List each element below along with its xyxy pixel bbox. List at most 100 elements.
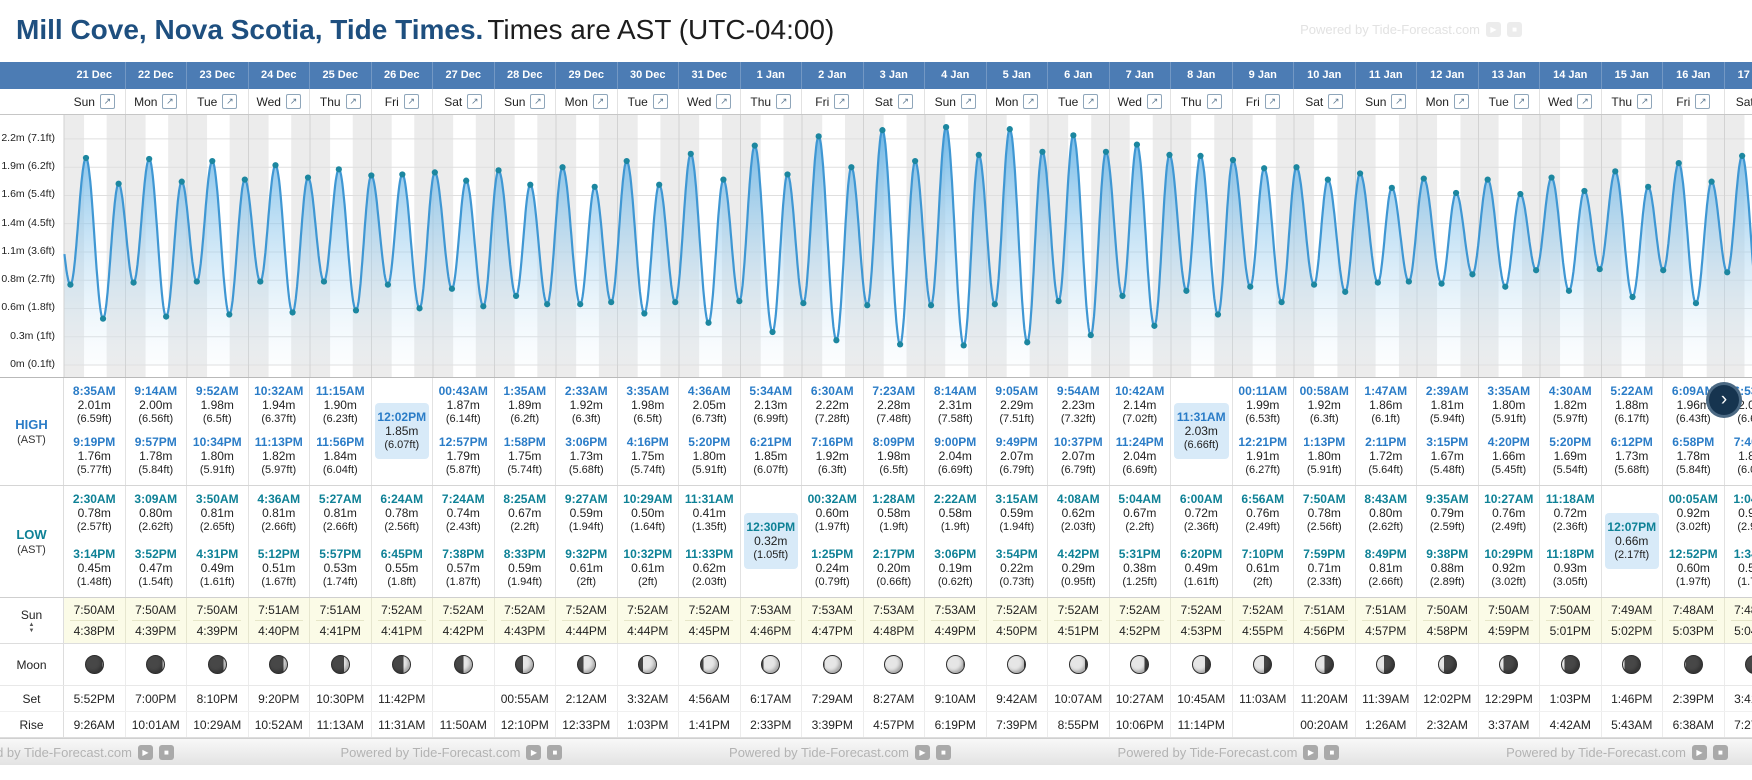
- expand-day-icon[interactable]: ↗: [897, 94, 913, 109]
- dow-cell[interactable]: Tue ↗: [618, 89, 679, 114]
- expand-day-icon[interactable]: ↗: [530, 94, 546, 109]
- dow-cell[interactable]: Wed ↗: [679, 89, 741, 114]
- social-icon[interactable]: ■: [1507, 22, 1522, 37]
- dow-cell[interactable]: Sat↗: [864, 89, 925, 114]
- dow-cell[interactable]: Tue ↗: [187, 89, 249, 114]
- expand-day-icon[interactable]: ↗: [1513, 94, 1529, 109]
- social-icon[interactable]: ▶: [1691, 744, 1707, 760]
- dow-cell[interactable]: Sat↗: [1725, 89, 1752, 114]
- dow-cell[interactable]: Fri ↗: [372, 89, 433, 114]
- expand-day-icon[interactable]: ↗: [99, 94, 115, 109]
- expand-day-icon[interactable]: ↗: [1023, 94, 1039, 109]
- expand-day-icon[interactable]: ↗: [222, 94, 238, 109]
- social-icon[interactable]: ▶: [914, 744, 930, 760]
- social-icon[interactable]: ■: [1712, 744, 1728, 760]
- moon-cell: [64, 644, 126, 685]
- dow-cell[interactable]: Tue ↗: [1479, 89, 1540, 114]
- social-icon[interactable]: ▶: [526, 744, 542, 760]
- scroll-next-button[interactable]: ›: [1706, 382, 1742, 418]
- dow-cell[interactable]: Fri ↗: [1663, 89, 1725, 114]
- social-icon[interactable]: ■: [935, 744, 951, 760]
- tide-time: 8:49PM: [1364, 547, 1407, 561]
- tide-time: 11:18PM: [1546, 547, 1595, 561]
- high-tide-entry: 1:35AM 1.89m (6.2ft): [495, 384, 556, 426]
- tide-time: 3:15AM: [995, 492, 1039, 506]
- sun-cell: 7:50AM 4:39PM: [125, 598, 187, 643]
- tide-time: 8:25AM: [503, 492, 547, 506]
- dow-cell[interactable]: Wed ↗: [249, 89, 310, 114]
- low-tide-entry: 3:06PM 0.19m (0.62ft): [925, 547, 986, 589]
- moonrise-time: 3:39PM: [802, 712, 864, 737]
- dow-cell[interactable]: Fri ↗: [802, 89, 864, 114]
- dow-cell[interactable]: Thu ↗: [1171, 89, 1233, 114]
- dow-cell[interactable]: Thu ↗: [741, 89, 802, 114]
- social-icon[interactable]: ■: [158, 744, 174, 760]
- expand-day-icon[interactable]: ↗: [345, 94, 361, 109]
- expand-day-icon[interactable]: ↗: [1695, 94, 1711, 109]
- moonset-time: 10:27AM: [1110, 686, 1171, 711]
- high-cell: 00:11AM 1.99m (6.53ft) 12:21PM 1.91m (6.27ft): [1233, 378, 1294, 485]
- expand-day-icon[interactable]: ↗: [1206, 94, 1222, 109]
- dow-cell[interactable]: Wed ↗: [1540, 89, 1602, 114]
- social-icon[interactable]: ■: [1324, 744, 1340, 760]
- dow-label: Sat: [444, 94, 463, 109]
- expand-day-icon[interactable]: ↗: [1453, 94, 1469, 109]
- tide-height-ft: (6.37ft): [261, 413, 297, 425]
- tide-time: 1:35AM: [503, 384, 547, 398]
- expand-day-icon[interactable]: ↗: [1391, 94, 1407, 109]
- expand-day-icon[interactable]: ↗: [1146, 94, 1162, 109]
- expand-day-icon[interactable]: ↗: [1637, 94, 1653, 109]
- dow-cell[interactable]: Sat↗: [1294, 89, 1356, 114]
- dow-cell[interactable]: Mon ↗: [126, 89, 187, 114]
- expand-day-icon[interactable]: ↗: [1577, 94, 1593, 109]
- low-tide-entry: 3:14PM 0.45m (1.48ft): [64, 547, 125, 589]
- dow-cell[interactable]: Sun ↗: [64, 89, 126, 114]
- expand-day-icon[interactable]: ↗: [467, 94, 483, 109]
- dow-cell[interactable]: Fri ↗: [1233, 89, 1294, 114]
- tide-height-ft: (5.91ft): [691, 464, 727, 476]
- tide-height-ft: (1.94ft): [507, 576, 543, 588]
- expand-day-icon[interactable]: ↗: [285, 94, 301, 109]
- sunrise-time: 7:50AM: [1484, 603, 1533, 621]
- dow-cell[interactable]: Mon ↗: [556, 89, 618, 114]
- expand-day-icon[interactable]: ↗: [1264, 94, 1280, 109]
- expand-day-icon[interactable]: ↗: [716, 94, 732, 109]
- high-tide-entry: 5:34AM 2.13m (6.99ft): [741, 384, 802, 426]
- expand-day-icon[interactable]: ↗: [592, 94, 608, 109]
- expand-day-icon[interactable]: ↗: [1083, 94, 1099, 109]
- dow-cell[interactable]: Mon ↗: [1417, 89, 1479, 114]
- expand-day-icon[interactable]: ↗: [776, 94, 792, 109]
- social-icon[interactable]: ■: [547, 744, 563, 760]
- tide-time: 3:09AM: [134, 492, 178, 506]
- tide-height-m: 0.92m: [1676, 506, 1710, 520]
- low-tide-entry: 9:32PM 0.61m (2ft): [556, 547, 617, 589]
- social-icon[interactable]: ▶: [1486, 22, 1501, 37]
- expand-day-icon[interactable]: ↗: [162, 94, 178, 109]
- dow-cell[interactable]: Thu ↗: [1602, 89, 1663, 114]
- moon-cell: [433, 644, 495, 685]
- expand-day-icon[interactable]: ↗: [960, 94, 976, 109]
- social-icon[interactable]: ▶: [1303, 744, 1319, 760]
- social-icon[interactable]: ▶: [137, 744, 153, 760]
- dow-cell[interactable]: Sun ↗: [925, 89, 987, 114]
- tide-height-ft: (7.32ft): [1060, 413, 1096, 425]
- expand-day-icon[interactable]: ↗: [652, 94, 668, 109]
- expand-day-icon[interactable]: ↗: [834, 94, 850, 109]
- dow-cell[interactable]: Mon ↗: [987, 89, 1048, 114]
- tide-height-ft: (6.04ft): [322, 464, 358, 476]
- expand-day-icon[interactable]: ↗: [403, 94, 419, 109]
- moonset-time: 2:39PM: [1663, 686, 1725, 711]
- dow-cell[interactable]: Thu ↗: [310, 89, 372, 114]
- dow-cell[interactable]: Sun ↗: [495, 89, 556, 114]
- low-cell: 8:43AM 0.80m (2.62ft) 8:49PM 0.81m (2.66ft): [1356, 486, 1417, 597]
- dow-cell[interactable]: Sat ↗: [433, 89, 495, 114]
- tide-height-ft: (5.74ft): [630, 464, 666, 476]
- high-tide-entry: 7:40PM1.85m(6.07ft): [1725, 435, 1752, 477]
- dow-cell[interactable]: Tue ↗: [1048, 89, 1110, 114]
- expand-day-icon[interactable]: ↗: [1328, 94, 1344, 109]
- moon-cell: [741, 644, 802, 685]
- tide-height-m: 1.73m: [569, 449, 603, 463]
- dow-cell[interactable]: Wed ↗: [1110, 89, 1171, 114]
- high-tide-entry: 8:35AM 2.01m (6.59ft): [64, 384, 125, 426]
- dow-cell[interactable]: Sun ↗: [1356, 89, 1417, 114]
